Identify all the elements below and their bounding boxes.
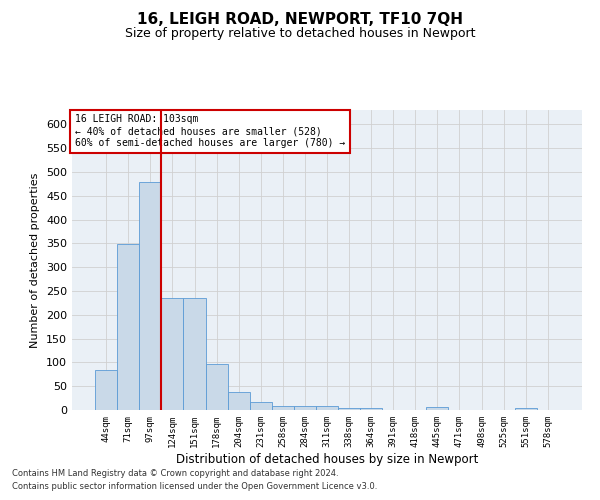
Bar xyxy=(316,406,338,410)
Bar xyxy=(360,408,382,410)
Bar xyxy=(227,392,250,410)
Bar xyxy=(515,408,537,410)
Text: Contains HM Land Registry data © Crown copyright and database right 2024.: Contains HM Land Registry data © Crown c… xyxy=(12,468,338,477)
Bar xyxy=(272,406,294,410)
Y-axis label: Number of detached properties: Number of detached properties xyxy=(31,172,40,348)
Bar xyxy=(294,406,316,410)
Bar xyxy=(161,298,184,410)
Bar xyxy=(206,364,227,410)
Bar xyxy=(250,402,272,410)
Bar xyxy=(427,407,448,410)
Bar xyxy=(184,298,206,410)
Text: 16, LEIGH ROAD, NEWPORT, TF10 7QH: 16, LEIGH ROAD, NEWPORT, TF10 7QH xyxy=(137,12,463,28)
Text: Size of property relative to detached houses in Newport: Size of property relative to detached ho… xyxy=(125,28,475,40)
Bar xyxy=(338,408,360,410)
Text: Contains public sector information licensed under the Open Government Licence v3: Contains public sector information licen… xyxy=(12,482,377,491)
X-axis label: Distribution of detached houses by size in Newport: Distribution of detached houses by size … xyxy=(176,452,478,466)
Bar xyxy=(95,370,117,410)
Bar xyxy=(117,244,139,410)
Text: 16 LEIGH ROAD: 103sqm
← 40% of detached houses are smaller (528)
60% of semi-det: 16 LEIGH ROAD: 103sqm ← 40% of detached … xyxy=(74,114,345,148)
Bar xyxy=(139,182,161,410)
